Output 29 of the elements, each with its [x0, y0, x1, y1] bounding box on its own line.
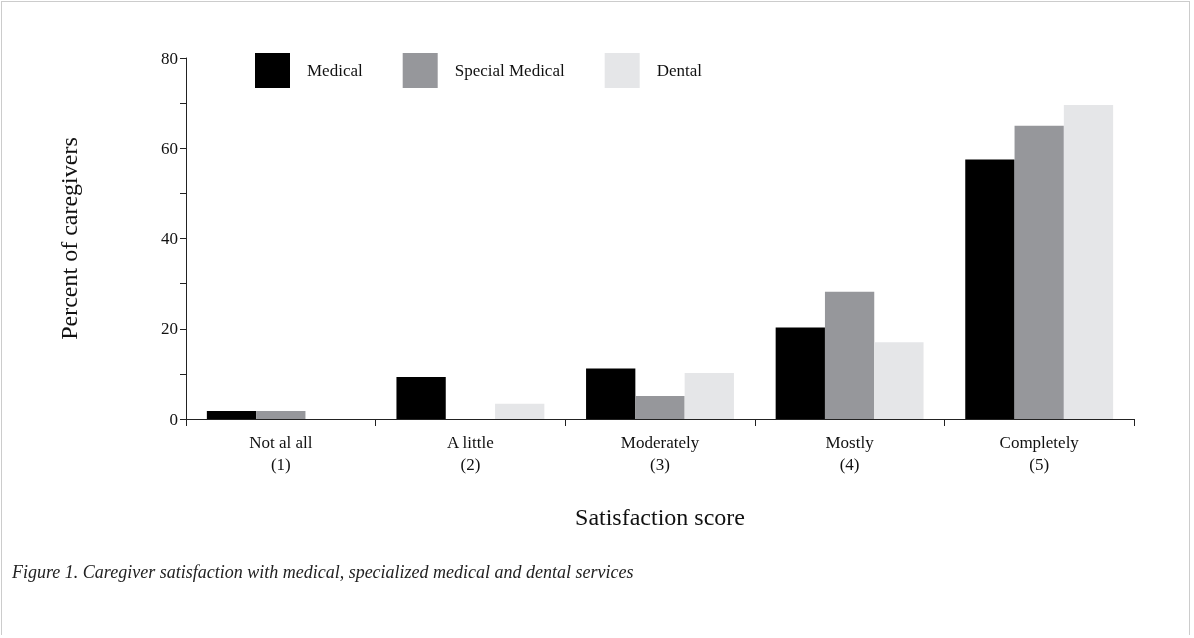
bar	[965, 159, 1015, 419]
x-tick-label: Moderately (3)	[620, 432, 700, 474]
bar	[1063, 104, 1114, 419]
x-tick-label: A little (2)	[447, 432, 494, 474]
x-tick-label: Not al all (1)	[249, 432, 313, 474]
bar	[396, 377, 446, 419]
legend-label: Medical	[307, 61, 363, 80]
y-tick-label: 0	[169, 409, 178, 429]
bar	[586, 368, 636, 419]
x-tick-label: Mostly (4)	[825, 432, 875, 474]
y-tick-label: 40	[161, 229, 178, 248]
bar	[824, 291, 875, 419]
y-axis-title: Percent of caregivers	[56, 137, 82, 340]
bar	[206, 410, 257, 419]
caption: Figure 1. Caregiver satisfaction with medical, specialized medical and dental services	[11, 562, 634, 582]
legend-label: Special Medical	[454, 61, 565, 80]
bar	[256, 410, 306, 419]
y-tick-label: 20	[161, 319, 178, 339]
y-tick-label: 80	[161, 48, 178, 68]
y-tick-label: 60	[161, 138, 178, 158]
bar	[775, 327, 825, 419]
bar	[495, 403, 545, 419]
legend-label: Dental	[656, 61, 703, 80]
bar	[684, 372, 734, 419]
bar	[874, 342, 924, 419]
bar	[635, 395, 685, 419]
bar	[1014, 125, 1064, 419]
x-tick-label: Completely (5)	[999, 432, 1080, 474]
x-axis-title: Satisfaction score	[575, 504, 745, 530]
